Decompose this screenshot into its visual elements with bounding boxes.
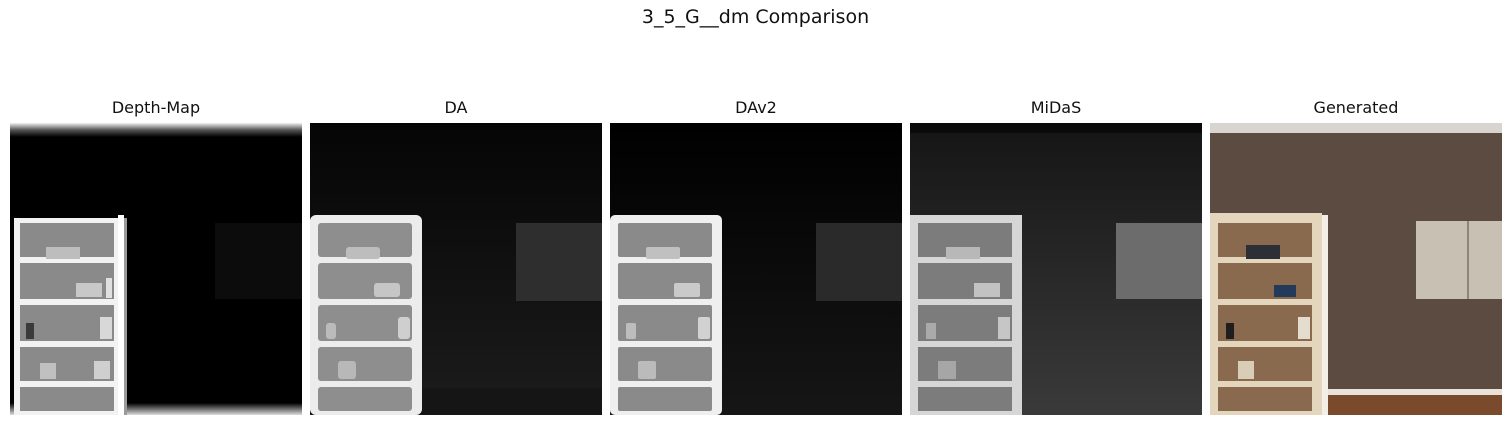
panel-title: MiDaS — [1030, 98, 1082, 117]
panel-generated: Generated — [1210, 98, 1502, 415]
dav2-depth-shelf-image — [610, 123, 902, 415]
panel-depth-map: Depth-Map — [10, 98, 302, 415]
figure-title: 3_5_G__dm Comparison — [641, 6, 870, 28]
depth-map-shelf-image — [10, 123, 302, 415]
panel-midas: MiDaS — [910, 98, 1202, 415]
panel-title: DAv2 — [735, 98, 777, 117]
panel-dav2: DAv2 — [610, 98, 902, 415]
da-depth-shelf-image — [310, 123, 602, 415]
panel-da: DA — [310, 98, 602, 415]
panel-title: Generated — [1313, 98, 1399, 117]
midas-depth-shelf-image — [910, 123, 1202, 415]
panel-title: DA — [444, 98, 468, 117]
generated-room-shelf-image — [1210, 123, 1502, 415]
panel-title: Depth-Map — [111, 98, 201, 117]
